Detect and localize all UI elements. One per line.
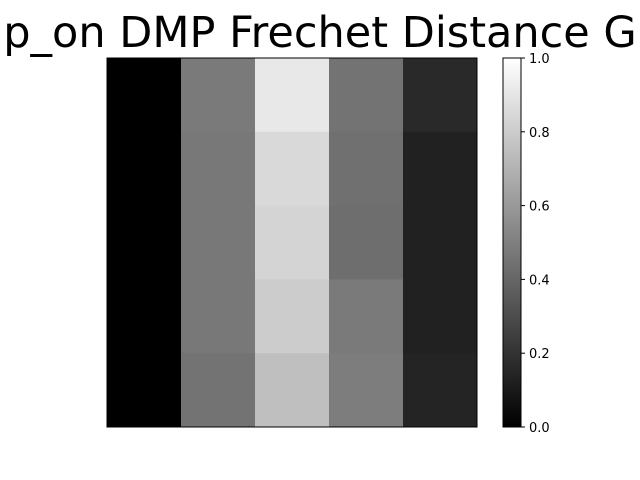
colorbar-tick-label: 0.4 [529, 273, 550, 288]
colorbar-tick-label: 0.8 [529, 126, 550, 141]
heatmap-cell-r2-c4 [403, 205, 478, 280]
colorbar [502, 57, 522, 428]
colorbar-tick-label: 0.0 [529, 421, 550, 436]
heatmap-cell-r0-c3 [329, 58, 404, 133]
colorbar-tick-label: 1.0 [529, 52, 550, 67]
heatmap-cell-r0-c0 [107, 58, 182, 133]
heatmap-cell-r3-c3 [329, 279, 404, 354]
heatmap-cell-r0-c2 [255, 58, 330, 133]
heatmap-cell-r2-c1 [181, 205, 256, 280]
heatmap-cell-r0-c4 [403, 58, 478, 133]
heatmap-cell-r0-c1 [181, 58, 256, 133]
heatmap-cell-r2-c2 [255, 205, 330, 280]
heatmap-cell-r2-c0 [107, 205, 182, 280]
heatmap-cell-r3-c4 [403, 279, 478, 354]
heatmap-cell-r4-c2 [255, 353, 330, 428]
heatmap-cell-r3-c0 [107, 279, 182, 354]
colorbar-ticks: 0.0 0.2 0.4 0.6 0.8 1.0 [521, 52, 550, 436]
colorbar-tick-label: 0.6 [529, 200, 550, 215]
heatmap-cell-r3-c1 [181, 279, 256, 354]
heatmap-cell-r3-c2 [255, 279, 330, 354]
colorbar-tick-label: 0.2 [529, 347, 550, 362]
heatmap-cell-r1-c4 [403, 131, 478, 207]
heatmap-cell-r1-c3 [329, 131, 404, 207]
heatmap-cell-r1-c0 [107, 131, 182, 207]
heatmap-cell-r4-c0 [107, 353, 182, 428]
heatmap-grid [107, 58, 478, 428]
heatmap-cell-r2-c3 [329, 205, 404, 280]
heatmap-cell-r1-c2 [255, 131, 330, 207]
heatmap-cell-r4-c3 [329, 353, 404, 428]
heatmap-frame [106, 57, 478, 428]
heatmap-cell-r1-c1 [181, 131, 256, 207]
chart-title: p_on DMP Frechet Distance G [3, 8, 637, 58]
heatmap-cell-r4-c4 [403, 353, 478, 428]
heatmap-cell-r4-c1 [181, 353, 256, 428]
